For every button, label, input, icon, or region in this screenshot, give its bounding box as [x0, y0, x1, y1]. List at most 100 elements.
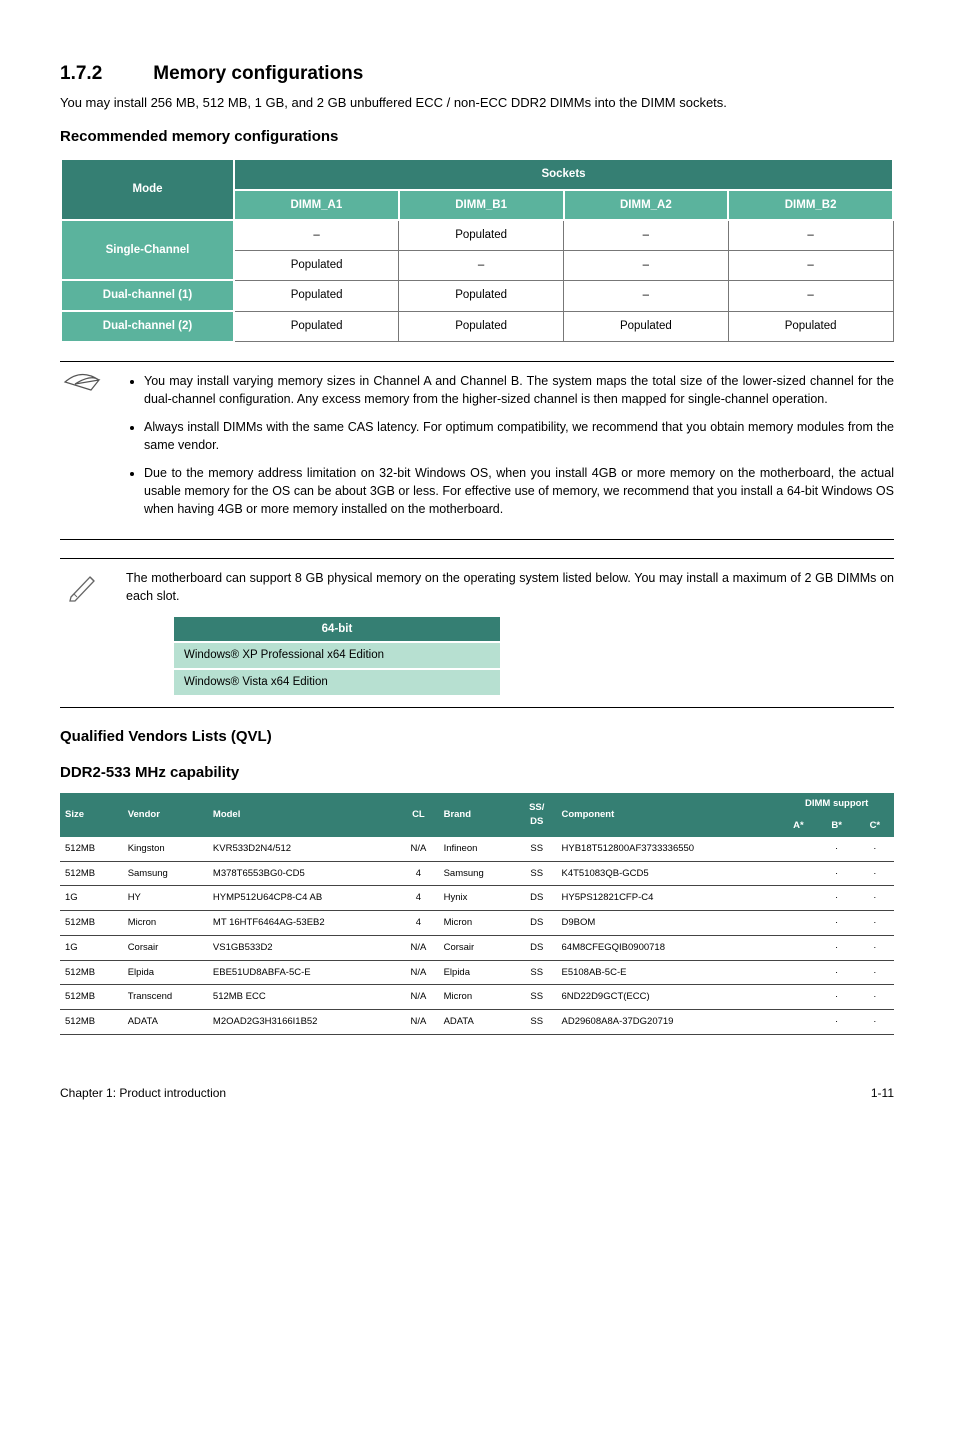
col-cl: CL — [398, 793, 438, 837]
cell: SS — [517, 861, 557, 886]
cell: Transcend — [123, 985, 208, 1010]
col-c: C* — [856, 815, 894, 837]
cell: – — [399, 251, 564, 281]
cell: · — [856, 985, 894, 1010]
note-bullet: Always install DIMMs with the same CAS l… — [144, 418, 894, 454]
col-vendor: Vendor — [123, 793, 208, 837]
col-b: B* — [818, 815, 856, 837]
cell: ADATA — [123, 1010, 208, 1035]
cell: MT 16HTF6464AG-53EB2 — [208, 911, 398, 936]
qvl-heading: Qualified Vendors Lists (QVL) — [60, 726, 894, 748]
cell: DS — [517, 935, 557, 960]
section-number: 1.7.2 — [60, 60, 148, 88]
cell: · — [818, 935, 856, 960]
cell: Micron — [123, 911, 208, 936]
cell: Populated — [728, 311, 893, 342]
bit64-row: Windows® Vista x64 Edition — [173, 669, 501, 696]
cell: Micron — [439, 911, 517, 936]
cell: – — [728, 251, 893, 281]
bit64-header: 64-bit — [173, 616, 501, 643]
cell: DS — [517, 886, 557, 911]
section-intro: You may install 256 MB, 512 MB, 1 GB, an… — [60, 94, 894, 113]
footer-left: Chapter 1: Product introduction — [60, 1085, 226, 1102]
cell: – — [564, 280, 729, 311]
cell: · — [818, 886, 856, 911]
cell: – — [564, 251, 729, 281]
table-row: 512MBADATAM2OAD2G3H3166I1B52N/AADATASSAD… — [60, 1010, 894, 1035]
cell — [779, 886, 817, 911]
table-row: Dual-channel (2) Populated Populated Pop… — [61, 311, 893, 342]
section-heading: 1.7.2 Memory configurations — [60, 60, 894, 88]
qvl-table: Size Vendor Model CL Brand SS/ DS Compon… — [60, 793, 894, 1035]
cell: Populated — [564, 311, 729, 342]
cell: Samsung — [439, 861, 517, 886]
cell: AD29608A8A-37DG20719 — [557, 1010, 780, 1035]
cell: Elpida — [439, 960, 517, 985]
rec-mem-heading: Recommended memory configurations — [60, 126, 894, 148]
note-bullet: You may install varying memory sizes in … — [144, 372, 894, 408]
cell — [779, 985, 817, 1010]
cell: DS — [517, 911, 557, 936]
cell: · — [818, 861, 856, 886]
cell: D9BOM — [557, 911, 780, 936]
col-sockets: Sockets — [234, 159, 893, 190]
cell: · — [856, 837, 894, 861]
cell: Samsung — [123, 861, 208, 886]
table-row: Dual-channel (1) Populated Populated – – — [61, 280, 893, 311]
cell: · — [856, 1010, 894, 1035]
row-dual1: Dual-channel (1) — [61, 280, 234, 311]
table-row: 512MBMicronMT 16HTF6464AG-53EB24MicronDS… — [60, 911, 894, 936]
col-brand: Brand — [439, 793, 517, 837]
cell: – — [728, 280, 893, 311]
table-row: Single-Channel – Populated – – — [61, 220, 893, 250]
cell: SS — [517, 837, 557, 861]
col-dimm-b2: DIMM_B2 — [728, 190, 893, 221]
cell: SS — [517, 985, 557, 1010]
note-body: You may install varying memory sizes in … — [126, 372, 894, 529]
cell: · — [856, 935, 894, 960]
cell: N/A — [398, 837, 438, 861]
cell: 512MB — [60, 960, 123, 985]
page-footer: Chapter 1: Product introduction 1-11 — [60, 1085, 894, 1102]
cell: Kingston — [123, 837, 208, 861]
table-row: 1GHYHYMP512U64CP8-C4 AB4HynixDSHY5PS1282… — [60, 886, 894, 911]
cell: E5108AB-5C-E — [557, 960, 780, 985]
cell — [779, 935, 817, 960]
cell: 512MB — [60, 1010, 123, 1035]
cell: · — [818, 911, 856, 936]
cell — [779, 960, 817, 985]
cell: Populated — [399, 280, 564, 311]
cell: M378T6553BG0-CD5 — [208, 861, 398, 886]
cell: Populated — [234, 251, 399, 281]
col-mode: Mode — [61, 159, 234, 220]
cell: · — [818, 960, 856, 985]
cell: 64M8CFEGQIB0900718 — [557, 935, 780, 960]
col-dimm-b1: DIMM_B1 — [399, 190, 564, 221]
cell — [779, 1010, 817, 1035]
bit64-row: Windows® XP Professional x64 Edition — [173, 642, 501, 669]
cell: Populated — [234, 280, 399, 311]
cell: HYB18T512800AF3733336550 — [557, 837, 780, 861]
cell: EBE51UD8ABFA-5C-E — [208, 960, 398, 985]
cell: HY5PS12821CFP-C4 — [557, 886, 780, 911]
note-block-1: You may install varying memory sizes in … — [60, 361, 894, 540]
cell: 512MB — [60, 837, 123, 861]
cell: 1G — [60, 886, 123, 911]
cell: Populated — [234, 311, 399, 342]
cell: – — [564, 220, 729, 250]
cell: · — [856, 960, 894, 985]
cell: HY — [123, 886, 208, 911]
table-row: 512MBTranscend512MB ECCN/AMicronSS6ND22D… — [60, 985, 894, 1010]
cell: 4 — [398, 886, 438, 911]
note-body: The motherboard can support 8 GB physica… — [126, 569, 894, 697]
cell: Elpida — [123, 960, 208, 985]
cell: KVR533D2N4/512 — [208, 837, 398, 861]
bit64-table: 64-bit Windows® XP Professional x64 Edit… — [172, 615, 502, 697]
note-block-2: The motherboard can support 8 GB physica… — [60, 558, 894, 708]
cell — [779, 911, 817, 936]
row-dual2: Dual-channel (2) — [61, 311, 234, 342]
col-dimm-support: DIMM support — [779, 793, 894, 815]
cell: 4 — [398, 861, 438, 886]
cell: K4T51083QB-GCD5 — [557, 861, 780, 886]
cell: 4 — [398, 911, 438, 936]
